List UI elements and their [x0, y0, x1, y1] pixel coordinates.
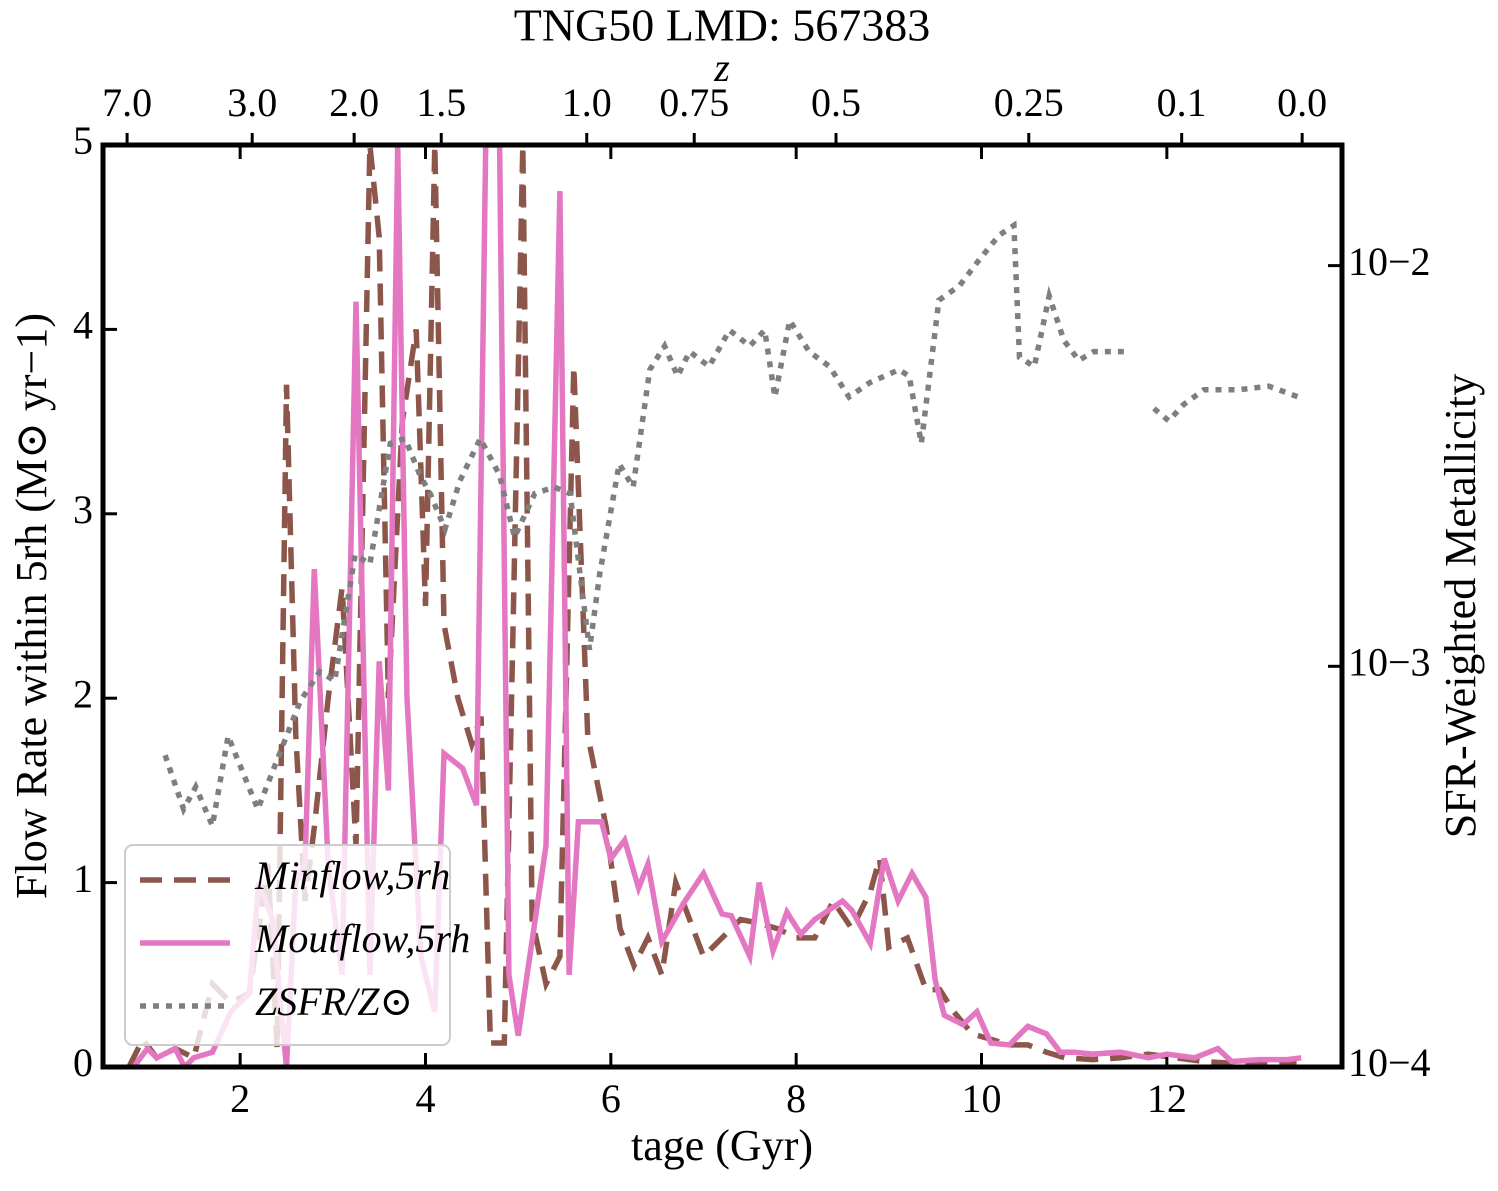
y2-tick-label: 10−4: [1348, 1040, 1431, 1085]
y-tick-label: 0: [73, 1040, 93, 1085]
x-tick-label: 12: [1147, 1076, 1187, 1121]
y-tick-label: 4: [73, 303, 93, 348]
x2-tick-label: 3.0: [227, 80, 277, 125]
legend-label: ZSFR/Z⊙: [255, 979, 413, 1024]
x2-tick-label: 0.75: [659, 80, 729, 125]
x2-tick-label: 0.25: [994, 80, 1064, 125]
y-tick-label: 5: [73, 118, 93, 163]
legend-box: [124, 844, 451, 1046]
y-tick-label: 1: [73, 856, 93, 901]
y2-axis-label: SFR-Weighted Metallicity: [1436, 374, 1485, 839]
chart-title: TNG50 LMD: 567383: [514, 0, 931, 51]
x2-tick-label: 1.0: [562, 80, 612, 125]
y2-tick-label: 10−2: [1348, 239, 1431, 284]
x-tick-label: 4: [415, 1076, 435, 1121]
y-tick-label: 2: [73, 671, 93, 716]
x2-tick-label: 7.0: [102, 80, 152, 125]
y-tick-label: 3: [73, 487, 93, 532]
x2-axis-label: z: [713, 45, 730, 90]
x2-tick-label: 0.1: [1157, 80, 1207, 125]
x2-tick-label: 0.0: [1277, 80, 1327, 125]
x2-tick-label: 0.5: [811, 80, 861, 125]
frame: [100, 142, 1345, 1070]
legend-label: Minflow,5rh: [254, 853, 450, 898]
x-tick-label: 10: [962, 1076, 1002, 1121]
y2-tick-label: 10−3: [1348, 639, 1431, 684]
x-tick-label: 2: [230, 1076, 250, 1121]
x2-tick-label: 2.0: [329, 80, 379, 125]
x-tick-label: 6: [601, 1076, 621, 1121]
series-line: [131, 145, 1302, 1067]
series-line: [162, 220, 1300, 836]
y-axis-label: Flow Rate within 5rh (M⊙ yr−1): [7, 313, 56, 899]
x-axis-label: tage (Gyr): [631, 1121, 813, 1170]
x-tick-label: 8: [786, 1076, 806, 1121]
x2-tick-label: 1.5: [416, 80, 466, 125]
legend-label: Moutflow,5rh: [254, 916, 470, 961]
